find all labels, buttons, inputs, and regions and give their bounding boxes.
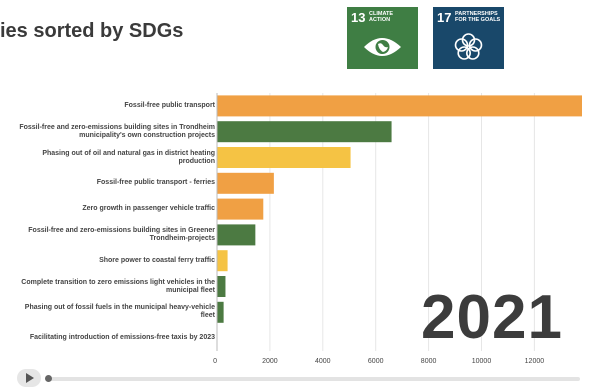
category-label: Fossil-free public transport - ferries — [96, 179, 215, 187]
category-label: Fossil-free public transport — [124, 101, 215, 109]
category-label: Complete transition to zero emissions li… — [21, 278, 215, 294]
bar — [217, 95, 582, 117]
sdg-number: 13 — [351, 10, 366, 25]
category-label: Shore power to coastal ferry traffic — [99, 256, 215, 264]
x-tick-label: 2000 — [262, 358, 278, 365]
category-label: Phasing out of oil and natural gas in di… — [42, 149, 215, 165]
sdg-13-badge: 13 CLIMATE ACTION — [347, 7, 418, 69]
bar — [217, 198, 264, 220]
timeline-player — [0, 366, 597, 390]
play-icon — [26, 373, 34, 383]
sdg-name: CLIMATE ACTION — [369, 11, 394, 23]
bar — [217, 224, 256, 246]
sdg-number: 17 — [437, 10, 452, 25]
x-tick-label: 10000 — [472, 358, 492, 365]
x-tick-label: 4000 — [315, 358, 331, 365]
category-label: Fossil-free and zero-emissions building … — [19, 123, 215, 139]
bar — [217, 276, 226, 297]
timeline-thumb[interactable] — [45, 375, 52, 382]
category-label: Zero growth in passenger vehicle traffic — [82, 205, 215, 213]
sdg-name: PARTNERSHIPS FOR THE GOALS — [455, 11, 501, 23]
year-label: 2021 — [421, 283, 563, 352]
x-tick-label: 0 — [213, 358, 217, 365]
interlocking-rings-icon — [433, 7, 504, 69]
x-tick-label: 12000 — [525, 358, 545, 365]
category-label: Fossil-free and zero-emissions building … — [28, 226, 215, 242]
bar — [217, 250, 228, 272]
bar-chart: 0 2000 4000 6000 8000 10000 12000 — [213, 93, 582, 365]
sdg-17-badge: 17 PARTNERSHIPS FOR THE GOALS — [433, 7, 504, 69]
category-label: Facilitating introduction of emissions-f… — [29, 334, 215, 342]
x-tick-label: 6000 — [368, 358, 384, 365]
bar — [217, 172, 274, 194]
eye-globe-icon — [347, 7, 418, 69]
play-button[interactable] — [17, 369, 41, 387]
bar — [217, 147, 351, 168]
page-title: ies sorted by SDGs — [0, 20, 184, 42]
category-label: Phasing out of fossil fuels in the munic… — [24, 304, 215, 320]
timeline-track[interactable] — [47, 377, 580, 381]
bar — [217, 301, 224, 323]
bar — [217, 121, 392, 143]
x-tick-label: 8000 — [421, 358, 437, 365]
